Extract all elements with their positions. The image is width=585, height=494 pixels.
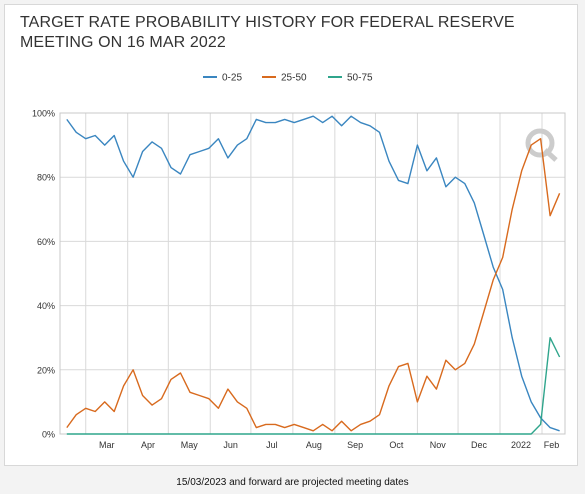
series-line-25-50 xyxy=(66,137,561,432)
y-tick-label: 20% xyxy=(37,365,55,375)
legend: 0-25 25-50 50-75 xyxy=(203,73,373,84)
legend-label: 0-25 xyxy=(222,73,242,84)
series-line-50-75 xyxy=(66,337,561,435)
line-chart: 0-25 25-50 50-75 0% 20% 40% 60% 80% 100% Mar Apr… xyxy=(32,73,566,450)
x-tick-label: Dec xyxy=(471,440,488,450)
y-tick-label: 40% xyxy=(37,301,55,311)
watermark-ring xyxy=(525,128,555,158)
y-axis: 0% 20% 40% 60% 80% 100% xyxy=(32,109,55,440)
x-tick-label: Aug xyxy=(306,440,322,450)
legend-label: 50-75 xyxy=(347,73,373,84)
chart-grid xyxy=(59,112,566,435)
x-axis: Mar Apr May Jun Jul Aug Sep Oct Nov Dec 2022 Feb xyxy=(99,440,559,450)
legend-item-0-25: 0-25 xyxy=(203,73,242,84)
y-tick-label: 100% xyxy=(32,109,55,119)
series-line-0-25 xyxy=(66,115,560,432)
chart-title: TARGET RATE PROBABILITY HISTORY FOR FEDE… xyxy=(20,14,515,51)
x-tick-label: Mar xyxy=(99,440,115,450)
watermark-tail xyxy=(543,148,558,162)
x-tick-label: Jun xyxy=(223,440,238,450)
x-tick-label: Feb xyxy=(544,440,560,450)
plot-frame xyxy=(59,112,566,435)
series-lines xyxy=(66,115,561,435)
x-tick-label: Sep xyxy=(347,440,363,450)
legend-item-25-50: 25-50 xyxy=(262,73,307,84)
x-tick-label: Jul xyxy=(266,440,278,450)
y-tick-label: 80% xyxy=(37,173,55,183)
x-tick-label: Apr xyxy=(141,440,155,450)
footer-note: 15/03/2023 and forward are projected mee… xyxy=(176,477,409,488)
y-tick-label: 0% xyxy=(42,430,55,440)
x-tick-label: Oct xyxy=(389,440,404,450)
y-tick-label: 60% xyxy=(37,237,55,247)
x-tick-label: 2022 xyxy=(511,440,531,450)
legend-label: 25-50 xyxy=(281,73,307,84)
x-tick-label: Nov xyxy=(430,440,447,450)
chart-panel xyxy=(4,4,578,466)
legend-item-50-75: 50-75 xyxy=(328,73,373,84)
x-tick-label: May xyxy=(181,440,199,450)
watermark-logo xyxy=(525,128,558,162)
